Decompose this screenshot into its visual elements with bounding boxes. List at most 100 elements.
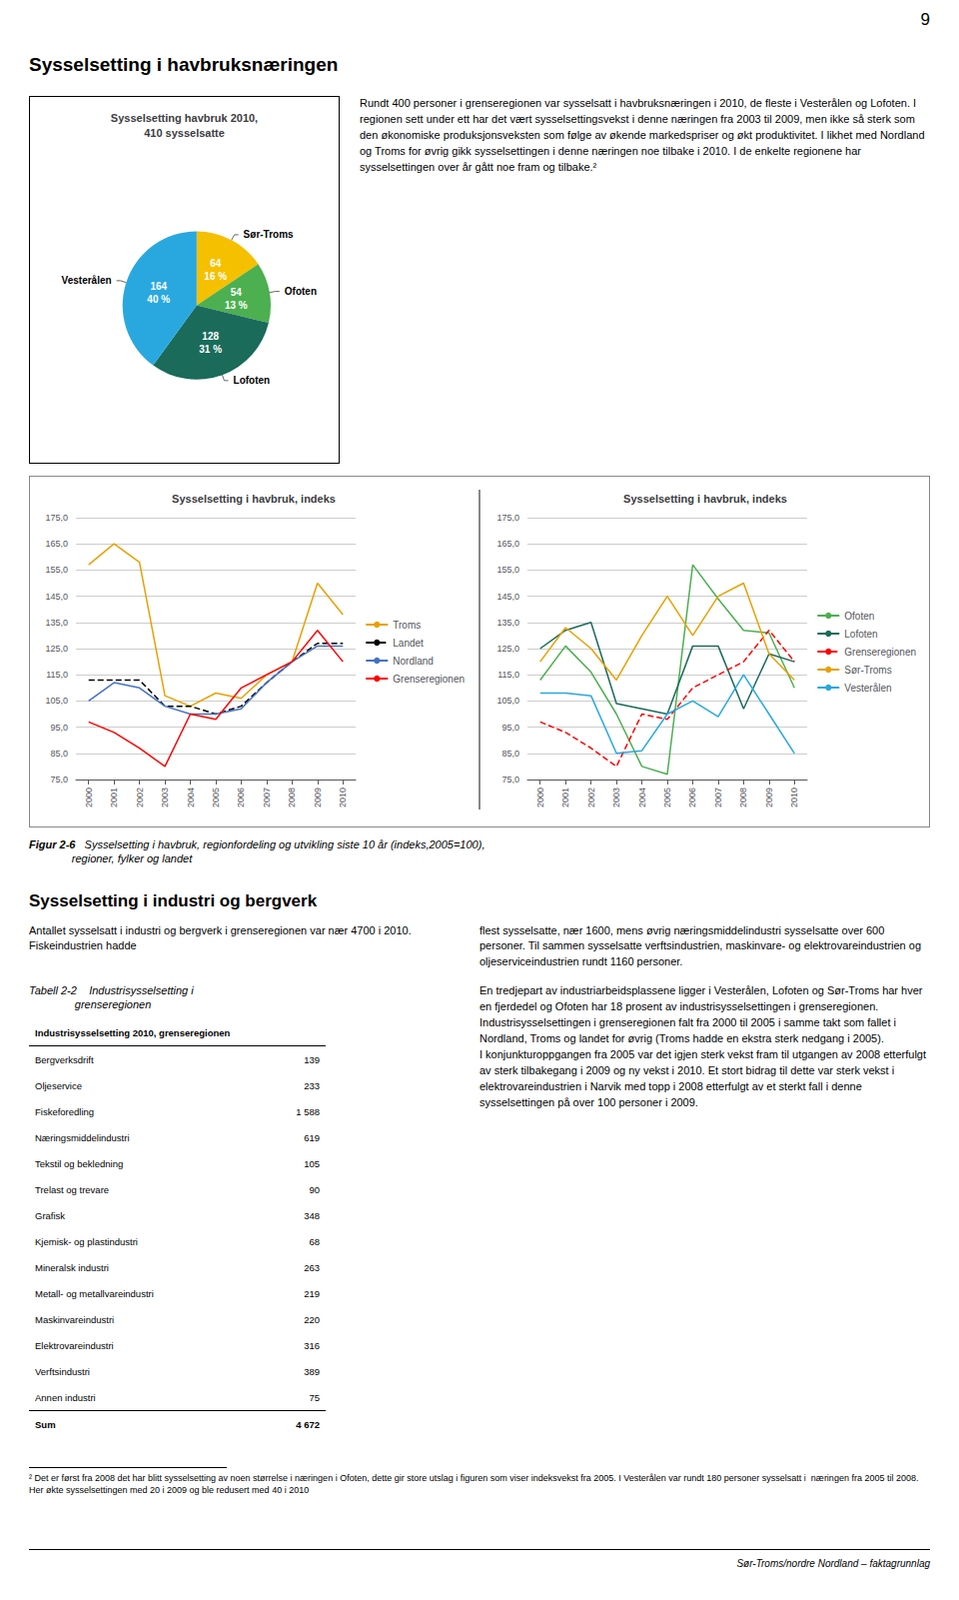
html-text:219: 219 — [303, 1287, 320, 1299]
svg-text:2006: 2006 — [687, 787, 698, 808]
svg-text:2001: 2001 — [560, 787, 571, 808]
svg-text:164: 164 — [149, 280, 167, 292]
svg-text:Sør-Troms: Sør-Troms — [844, 664, 892, 676]
html-text:Mineralsk industri: Mineralsk industri — [34, 1261, 109, 1273]
html-text:Næringsmiddelindustri: Næringsmiddelindustri — [34, 1131, 130, 1143]
svg-text:2007: 2007 — [261, 787, 272, 808]
html-text:Metall- og metallvareindustri: Metall- og metallvareindustri — [34, 1287, 154, 1299]
svg-text:Grenseregionen: Grenseregionen — [844, 646, 917, 658]
html-text:Tabell 2-2 Industrisysselsetti: Tabell 2-2 Industrisysselsetting i grens… — [28, 983, 194, 1011]
html-text:En tredjepart av industriarbei: En tredjepart av industriarbeidsplassene… — [479, 983, 930, 1108]
svg-text:145,0: 145,0 — [44, 591, 68, 602]
svg-text:135,0: 135,0 — [44, 617, 68, 628]
svg-text:2009: 2009 — [764, 787, 775, 808]
html-text:263: 263 — [303, 1261, 320, 1273]
svg-text:2000: 2000 — [535, 787, 546, 808]
html-text:Sysselsetting i havbruksnæring: Sysselsetting i havbruksnæringen — [28, 53, 339, 75]
svg-text:105,0: 105,0 — [44, 695, 68, 706]
svg-text:145,0: 145,0 — [496, 591, 520, 602]
svg-text:105,0: 105,0 — [496, 695, 520, 706]
svg-text:Vesterålen: Vesterålen — [61, 274, 112, 286]
html-text:Sysselsetting i industri og be: Sysselsetting i industri og bergverk — [28, 891, 317, 911]
html-text:Kjemisk- og plastindustri: Kjemisk- og plastindustri — [34, 1235, 138, 1247]
svg-text:165,0: 165,0 — [44, 538, 68, 549]
html-text:Grafisk: Grafisk — [34, 1209, 66, 1221]
html-text:Trelast og trevare: Trelast og trevare — [34, 1183, 109, 1195]
svg-text:Lofoten: Lofoten — [233, 374, 271, 386]
svg-text:64: 64 — [209, 257, 222, 269]
svg-text:54: 54 — [230, 286, 243, 298]
html-text:Antallet sysselsatt i industri: Antallet sysselsatt i industri og bergve… — [28, 924, 415, 952]
html-text:139: 139 — [303, 1053, 320, 1065]
svg-text:Grenseregionen: Grenseregionen — [392, 673, 465, 685]
svg-text:115,0: 115,0 — [497, 669, 520, 680]
svg-text:155,0: 155,0 — [44, 564, 68, 575]
svg-text:16 %: 16 % — [203, 270, 227, 282]
svg-text:Vesterålen: Vesterålen — [844, 682, 892, 694]
html-text:flest sysselsatte, nær 1600, m: flest sysselsatte, nær 1600, mens øvrig … — [479, 924, 925, 967]
html-text:1 588: 1 588 — [295, 1105, 320, 1117]
svg-text:2003: 2003 — [159, 787, 170, 808]
svg-text:2002: 2002 — [586, 787, 597, 808]
svg-text:Ofoten: Ofoten — [284, 285, 317, 297]
svg-text:125,0: 125,0 — [496, 643, 520, 654]
svg-text:175,0: 175,0 — [496, 512, 520, 523]
svg-text:125,0: 125,0 — [44, 643, 68, 654]
svg-text:115,0: 115,0 — [45, 669, 68, 680]
svg-text:2004: 2004 — [637, 787, 648, 808]
svg-text:Nordland: Nordland — [392, 655, 434, 667]
svg-text:2004: 2004 — [185, 787, 196, 808]
html-text:Industrisysselsetting 2010, gr: Industrisysselsetting 2010, grenseregion… — [34, 1026, 231, 1038]
html-text:220: 220 — [303, 1313, 320, 1325]
svg-text:Ofoten: Ofoten — [844, 610, 875, 622]
svg-text:2001: 2001 — [108, 787, 119, 808]
svg-text:2000: 2000 — [83, 787, 94, 808]
svg-text:2005: 2005 — [210, 787, 221, 808]
svg-text:75,0: 75,0 — [49, 774, 68, 785]
svg-text:410 sysselsatte: 410 sysselsatte — [143, 126, 225, 139]
svg-text:95,0: 95,0 — [49, 722, 68, 733]
html-text:Bergverksdrift: Bergverksdrift — [34, 1053, 94, 1065]
svg-text:2002: 2002 — [134, 787, 145, 808]
html-text:Fiskeforedling: Fiskeforedling — [34, 1105, 95, 1117]
svg-text:2009: 2009 — [312, 787, 323, 808]
svg-text:85,0: 85,0 — [501, 748, 520, 759]
svg-text:Sysselsetting i havbruk, indek: Sysselsetting i havbruk, indeks — [623, 492, 788, 505]
svg-text:31 %: 31 % — [198, 343, 222, 355]
svg-text:40 %: 40 % — [146, 293, 170, 305]
svg-text:Troms: Troms — [392, 619, 421, 631]
svg-text:155,0: 155,0 — [496, 564, 520, 575]
html-text:² Det er først fra 2008 det ha: ² Det er først fra 2008 det har blitt sy… — [28, 1472, 922, 1495]
html-text:233: 233 — [303, 1079, 320, 1091]
html-text:619: 619 — [303, 1131, 320, 1143]
svg-text:165,0: 165,0 — [496, 538, 520, 549]
html-text:105: 105 — [303, 1157, 320, 1169]
svg-text:128: 128 — [201, 330, 219, 342]
svg-text:175,0: 175,0 — [44, 512, 68, 523]
svg-text:Landet: Landet — [392, 637, 424, 649]
html-text:Figur 2-6 Sysselsetting i havb: Figur 2-6 Sysselsetting i havbruk, regio… — [28, 838, 485, 865]
svg-text:85,0: 85,0 — [49, 748, 68, 759]
svg-text:2008: 2008 — [286, 787, 297, 808]
svg-text:2010: 2010 — [789, 787, 800, 808]
html-text:Elektrovareindustri: Elektrovareindustri — [34, 1339, 114, 1351]
svg-text:95,0: 95,0 — [501, 722, 520, 733]
svg-text:75,0: 75,0 — [501, 774, 520, 785]
svg-text:2010: 2010 — [337, 787, 348, 808]
svg-text:2007: 2007 — [713, 787, 724, 808]
svg-text:Sysselsetting i havbruk, indek: Sysselsetting i havbruk, indeks — [171, 492, 336, 505]
svg-text:135,0: 135,0 — [496, 617, 520, 628]
svg-text:Lofoten: Lofoten — [844, 628, 878, 640]
svg-text:2005: 2005 — [662, 787, 673, 808]
svg-text:Sysselsetting havbruk 2010,: Sysselsetting havbruk 2010, — [110, 111, 258, 124]
html-text:Maskinvareindustri: Maskinvareindustri — [34, 1313, 115, 1325]
svg-text:13 %: 13 % — [224, 299, 248, 311]
svg-text:Sør-Troms: Sør-Troms — [243, 228, 294, 240]
html-text:348: 348 — [303, 1209, 320, 1221]
svg-text:2008: 2008 — [738, 787, 749, 808]
html-text:Tekstil og bekledning: Tekstil og bekledning — [34, 1157, 124, 1169]
svg-text:2003: 2003 — [611, 787, 622, 808]
html-text:Oljeservice: Oljeservice — [34, 1079, 82, 1091]
svg-text:2006: 2006 — [235, 787, 246, 808]
html-text:Rundt 400 personer i grensereg: Rundt 400 personer i grenseregionen var … — [359, 96, 928, 173]
